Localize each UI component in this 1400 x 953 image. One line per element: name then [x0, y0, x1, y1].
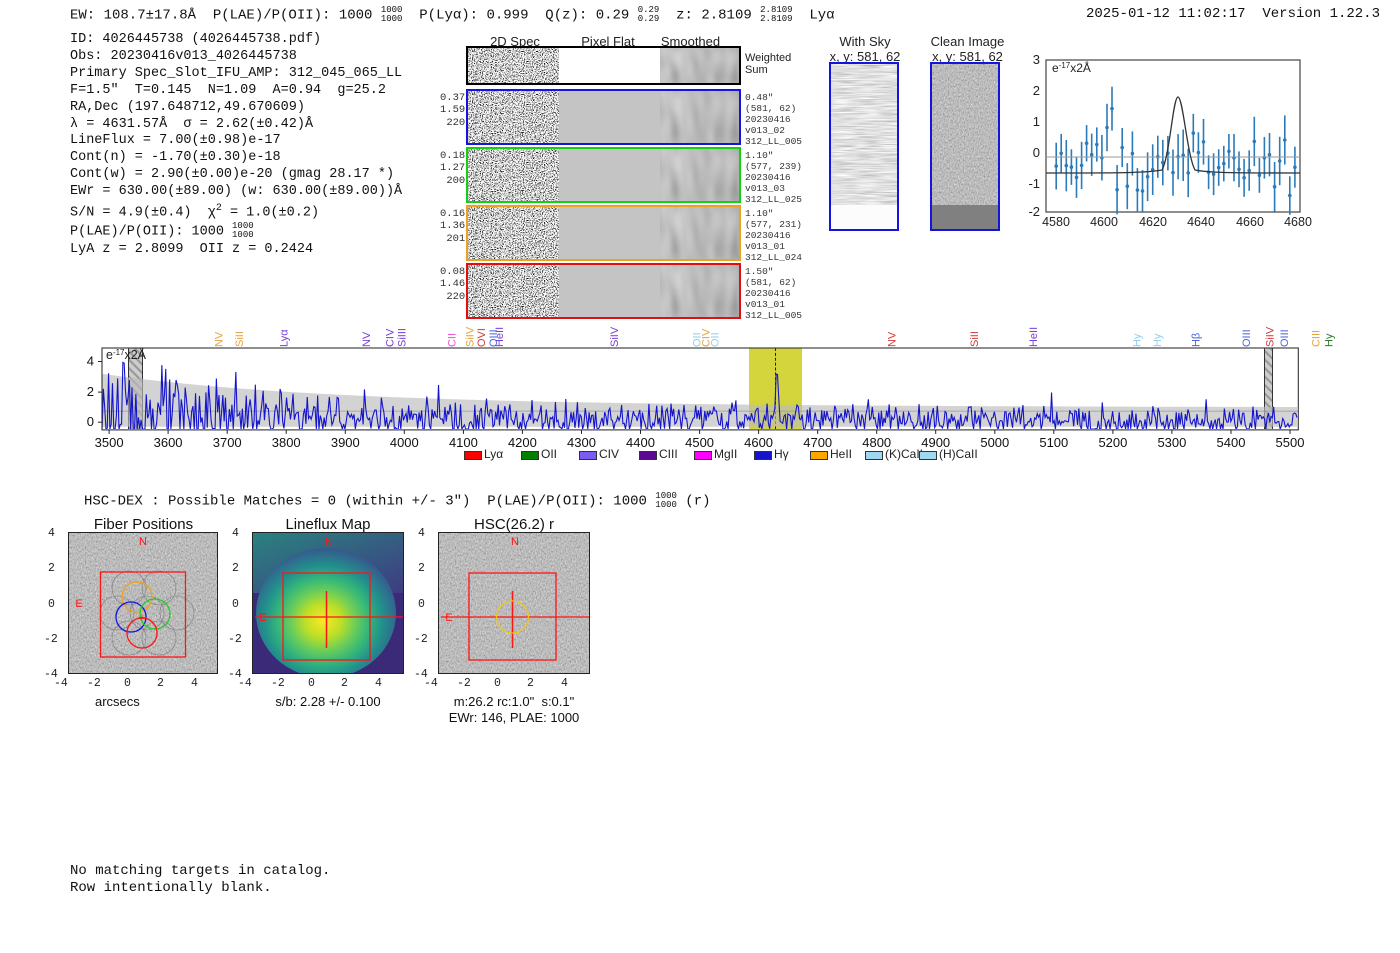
svg-text:e-17x2Å: e-17x2Å	[105, 347, 146, 362]
svg-text:OIII: OIII	[1240, 329, 1252, 347]
svg-text:OII: OII	[709, 332, 721, 347]
svg-text:2: 2	[1033, 83, 1040, 98]
svg-text:2: 2	[86, 384, 93, 399]
svg-text:SiIV: SiIV	[464, 326, 476, 347]
svg-text:4200: 4200	[507, 435, 536, 450]
svg-text:+: +	[139, 612, 145, 624]
svg-text:4600: 4600	[744, 435, 773, 450]
svg-text:3: 3	[1033, 52, 1040, 67]
svg-text:5500: 5500	[1275, 435, 1304, 450]
svg-text:5200: 5200	[1098, 435, 1127, 450]
svg-text:CIII: CIII	[1310, 330, 1322, 347]
svg-text:SiIV: SiIV	[1264, 326, 1276, 347]
svg-text:SiII: SiII	[234, 331, 246, 347]
svg-text:4100: 4100	[448, 435, 477, 450]
svg-text:N: N	[511, 536, 519, 548]
svg-text:OVI: OVI	[476, 328, 488, 347]
svg-text:4400: 4400	[626, 435, 655, 450]
svg-text:NV: NV	[213, 331, 225, 347]
svg-text:3500: 3500	[94, 435, 123, 450]
svg-text:5100: 5100	[1039, 435, 1068, 450]
svg-text:Lyα: Lyα	[278, 329, 290, 347]
svg-text:N: N	[325, 536, 333, 548]
svg-text:5400: 5400	[1216, 435, 1245, 450]
svg-text:0: 0	[1033, 145, 1040, 160]
svg-text:Hy: Hy	[1152, 333, 1164, 347]
svg-text:NV: NV	[360, 331, 372, 347]
svg-text:OIII: OIII	[1279, 329, 1291, 347]
svg-text:4680: 4680	[1284, 215, 1312, 229]
svg-text:0: 0	[86, 414, 93, 429]
svg-text:4600: 4600	[1090, 215, 1118, 229]
svg-text:4700: 4700	[803, 435, 832, 450]
svg-text:OII: OII	[691, 332, 703, 347]
svg-text:-1: -1	[1028, 176, 1040, 191]
svg-text:3900: 3900	[330, 435, 359, 450]
svg-text:5000: 5000	[980, 435, 1009, 450]
svg-text:4580: 4580	[1042, 215, 1070, 229]
svg-text:4660: 4660	[1236, 215, 1264, 229]
svg-text:SiIII: SiIII	[396, 328, 408, 347]
svg-text:SiII: SiII	[969, 331, 981, 347]
svg-text:-2: -2	[1028, 204, 1040, 219]
svg-text:E: E	[259, 612, 266, 624]
svg-text:NV: NV	[886, 331, 898, 347]
svg-text:e-17x2Å: e-17x2Å	[1052, 60, 1091, 75]
svg-text:SiIV: SiIV	[608, 326, 620, 347]
svg-text:1: 1	[1033, 114, 1040, 129]
svg-text:3800: 3800	[271, 435, 300, 450]
svg-text:CII: CII	[446, 333, 458, 347]
svg-text:HeII: HeII	[1028, 327, 1040, 347]
svg-text:E: E	[75, 598, 82, 610]
svg-text:Hy: Hy	[1131, 333, 1143, 347]
svg-text:E: E	[445, 612, 452, 624]
svg-text:N: N	[139, 536, 147, 548]
svg-text:OIII: OIII	[487, 329, 499, 347]
svg-text:4640: 4640	[1187, 215, 1215, 229]
svg-text:CIV: CIV	[384, 328, 396, 347]
svg-text:4: 4	[86, 353, 93, 368]
svg-text:4300: 4300	[567, 435, 596, 450]
svg-text:Hy: Hy	[1323, 333, 1335, 347]
svg-text:5300: 5300	[1157, 435, 1186, 450]
svg-text:4620: 4620	[1139, 215, 1167, 229]
svg-text:3600: 3600	[153, 435, 182, 450]
svg-text:4000: 4000	[389, 435, 418, 450]
svg-text:3700: 3700	[212, 435, 241, 450]
svg-text:Hβ: Hβ	[1190, 333, 1202, 347]
svg-text:4500: 4500	[685, 435, 714, 450]
